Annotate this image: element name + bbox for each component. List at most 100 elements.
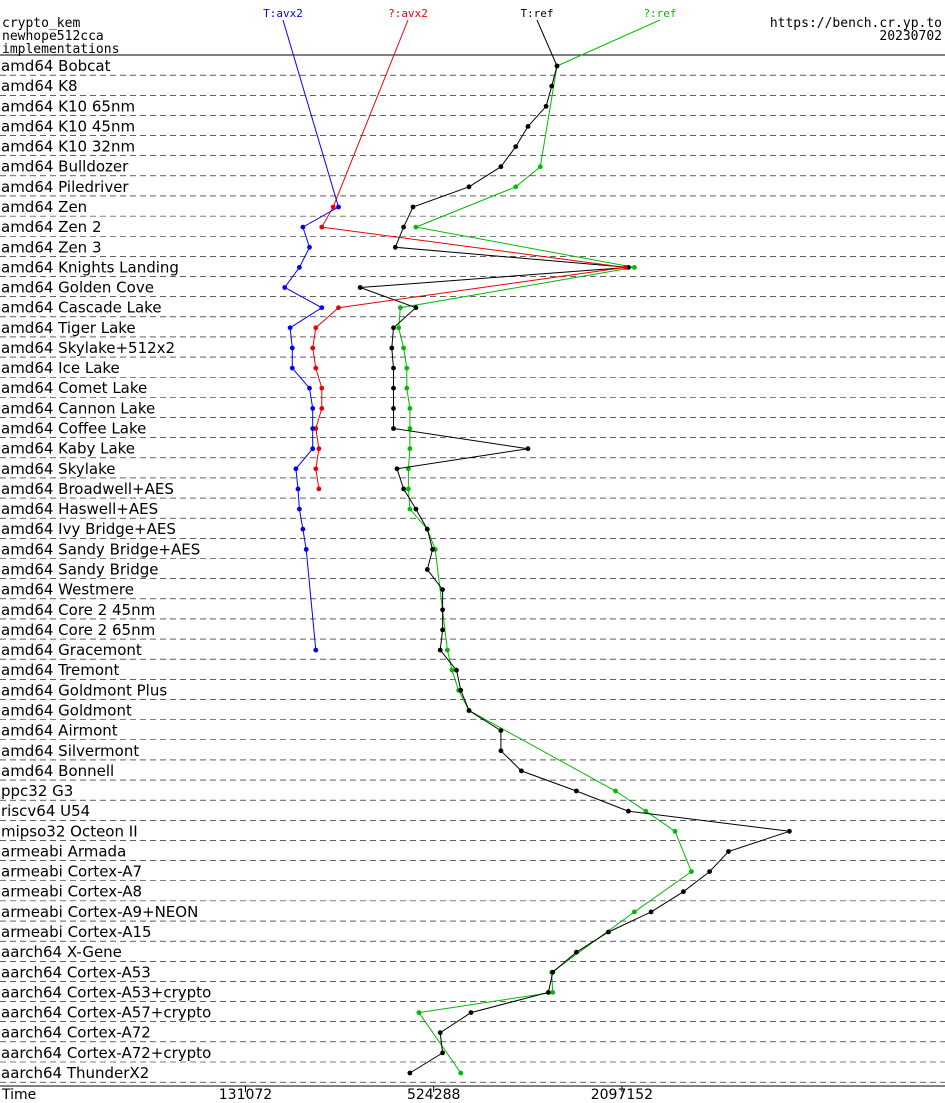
data-point [297, 265, 302, 270]
primitive-name: crypto_kem [2, 16, 81, 31]
data-point [632, 265, 637, 270]
data-point [554, 63, 560, 69]
data-point [430, 547, 435, 552]
data-point [498, 748, 504, 754]
data-point [307, 244, 312, 250]
row-label: amd64 Haswell+AES [1, 500, 158, 518]
row-label: armeabi Cortex-A8 [1, 883, 142, 901]
row-label: amd64 K10 32nm [1, 138, 135, 156]
data-point [336, 204, 341, 210]
data-point [613, 788, 618, 794]
data-point [437, 1030, 443, 1036]
row-label: armeabi Cortex-A15 [1, 923, 152, 941]
data-point [626, 808, 631, 814]
data-point [672, 828, 678, 834]
row-label: aarch64 Cortex-A57+crypto [1, 1004, 211, 1022]
row-label: amd64 Goldmont [1, 701, 132, 719]
data-point [401, 345, 406, 351]
row-label: amd64 Cannon Lake [1, 399, 155, 417]
data-point [313, 365, 319, 371]
row-label: amd64 Zen 2 [1, 218, 102, 236]
row-label: amd64 Skylake [1, 460, 115, 478]
row-label: aarch64 Cortex-A53+crypto [1, 983, 211, 1001]
data-point [357, 285, 363, 290]
data-point [574, 949, 579, 955]
data-point [416, 1010, 422, 1015]
data-point [440, 587, 445, 592]
row-label: riscv64 U54 [1, 802, 90, 820]
x-tick-label: 524288 [407, 1087, 460, 1103]
data-point [310, 426, 316, 431]
data-point [424, 567, 430, 572]
row-label: amd64 Piledriver [1, 178, 129, 196]
data-point [330, 204, 336, 210]
row-label: amd64 Coffee Lake [1, 420, 146, 438]
data-point [313, 325, 319, 331]
x-tick-label: 131072 [219, 1087, 272, 1103]
data-point [316, 446, 322, 452]
data-point [449, 667, 455, 673]
row-label: ppc32 G3 [1, 782, 73, 800]
legend-label: ?:ref [643, 7, 676, 20]
row-label: amd64 Broadwell+AES [1, 480, 174, 498]
data-point [407, 1070, 413, 1076]
data-point [287, 325, 293, 331]
row-label: amd64 Ice Lake [1, 359, 120, 377]
data-point [513, 144, 519, 150]
data-point [297, 506, 302, 512]
data-point [707, 869, 712, 874]
data-point [498, 728, 504, 733]
data-point [406, 486, 411, 492]
row-label: amd64 Airmont [1, 722, 118, 740]
data-point [407, 506, 413, 512]
data-point [397, 305, 403, 311]
data-point [440, 1050, 445, 1056]
data-point [319, 305, 325, 311]
data-point [689, 869, 694, 874]
row-label: amd64 Kaby Lake [1, 440, 135, 458]
row-label: amd64 K10 45nm [1, 117, 135, 135]
data-point [310, 406, 316, 411]
data-point [424, 526, 430, 532]
data-point [392, 244, 398, 250]
legend-connector [332, 19, 409, 208]
row-label: aarch64 Cortex-A72 [1, 1024, 151, 1042]
data-point [289, 345, 295, 351]
subtitle: implementations [2, 42, 120, 57]
data-point [401, 486, 406, 492]
row-label: amd64 Sandy Bridge+AES [1, 540, 200, 558]
implementation-name: newhope512cca [2, 29, 104, 44]
version-date: 20230702 [879, 29, 942, 44]
data-point [445, 647, 450, 653]
data-point [310, 446, 316, 452]
row-label: amd64 Gracemont [1, 641, 142, 659]
data-point [787, 828, 792, 834]
legend-label: T:ref [520, 7, 553, 20]
data-point [293, 466, 299, 472]
data-point [289, 365, 295, 371]
data-point [300, 224, 306, 230]
site-url[interactable]: https://bench.cr.yp.to [769, 16, 942, 31]
row-label: amd64 Knights Landing [1, 258, 179, 276]
data-point [401, 224, 406, 230]
data-point [300, 526, 306, 532]
row-label: aarch64 X-Gene [1, 943, 122, 961]
data-point [681, 889, 686, 895]
row-label: amd64 Westmere [1, 581, 134, 599]
data-point [525, 124, 531, 129]
data-point [396, 325, 402, 331]
data-point [537, 164, 543, 170]
data-point [468, 1010, 474, 1015]
row-label: mipso32 Octeon II [1, 822, 138, 840]
data-point [310, 345, 316, 351]
data-point [440, 627, 445, 633]
row-label: amd64 Bulldozer [1, 158, 129, 176]
x-tick-label: 2097152 [591, 1087, 653, 1103]
legend-connector [536, 19, 558, 67]
data-point [319, 385, 325, 391]
row-label: amd64 Core 2 45nm [1, 601, 155, 619]
data-point [303, 547, 309, 552]
data-point [313, 466, 319, 472]
data-point [404, 365, 410, 371]
row-label: amd64 Tremont [1, 661, 120, 679]
